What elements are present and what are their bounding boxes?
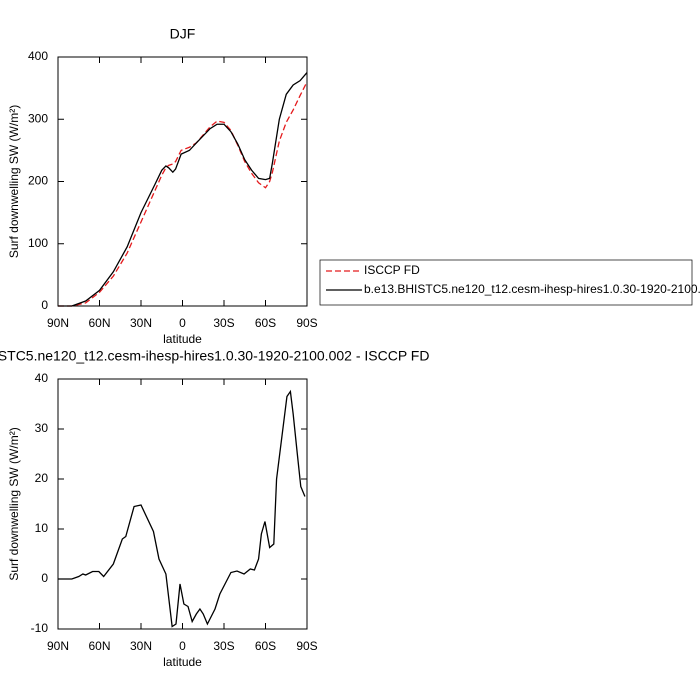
x-axis-label: latitude	[163, 655, 202, 669]
x-tick-label: 0	[179, 639, 186, 653]
x-tick-label: 30N	[130, 316, 152, 330]
y-tick-label: 0	[41, 571, 48, 585]
y-tick-label: 40	[35, 371, 49, 385]
legend-box	[319, 259, 693, 306]
x-tick-label: 30S	[213, 639, 234, 653]
y-tick-label: 10	[35, 521, 49, 535]
y-tick-label: 200	[28, 174, 48, 188]
y-tick-label: 20	[35, 471, 49, 485]
x-tick-label: 90S	[296, 639, 317, 653]
x-tick-label: 60S	[255, 316, 276, 330]
chart-title: DJF	[170, 26, 196, 42]
x-tick-label: 90S	[296, 316, 317, 330]
y-tick-label: 100	[28, 236, 48, 250]
x-tick-label: 30N	[130, 639, 152, 653]
x-axis-label: latitude	[163, 332, 202, 346]
x-tick-label: 90N	[47, 316, 69, 330]
y-tick-label: 400	[28, 49, 48, 63]
data-line	[58, 389, 306, 628]
plot-frame	[57, 378, 308, 630]
plot-frame	[57, 56, 308, 307]
x-tick-label: 0	[179, 316, 186, 330]
x-tick-label: 60N	[88, 316, 110, 330]
y-axis-label: Surf downwelling SW (W/m²)	[7, 427, 21, 580]
legend-label: b.e13.BHISTC5.ne120_t12.cesm-ihesp-hires…	[364, 282, 700, 296]
y-tick-label: -10	[31, 621, 49, 635]
y-tick-label: 300	[28, 111, 48, 125]
y-tick-label: 30	[35, 421, 49, 435]
data-line	[58, 72, 308, 307]
x-tick-label: 60S	[255, 639, 276, 653]
x-tick-label: 90N	[47, 639, 69, 653]
chart-title: b.e13.BHISTC5.ne120_t12.cesm-ihesp-hires…	[0, 348, 429, 364]
x-tick-label: 60N	[88, 639, 110, 653]
x-tick-label: 30S	[213, 316, 234, 330]
y-axis-label: Surf downwelling SW (W/m²)	[7, 105, 21, 258]
data-line	[58, 81, 308, 307]
legend-label: ISCCP FD	[364, 263, 420, 277]
y-tick-label: 0	[41, 298, 48, 312]
